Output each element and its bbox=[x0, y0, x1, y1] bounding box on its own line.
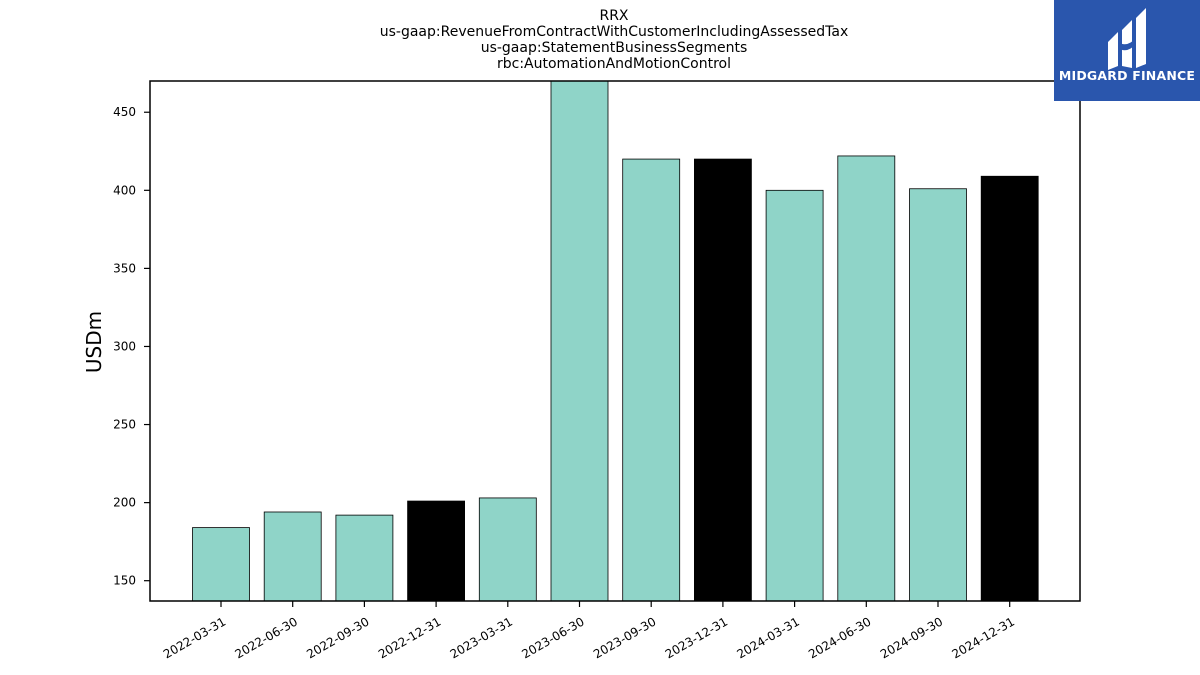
x-axis: 2022-03-31 2022-06-30 2022-09-30 2022-12-31… bbox=[161, 601, 1017, 662]
chart-title-line: us-gaap:RevenueFromContractWithCustomerI… bbox=[380, 24, 849, 40]
midgard-finance-logo: MIDGARD FINANCE bbox=[1054, 0, 1200, 101]
bar bbox=[263, 511, 322, 602]
bar-series bbox=[192, 80, 1039, 602]
x-tick-label: 2024-06-30 bbox=[806, 615, 873, 662]
bar bbox=[478, 497, 537, 602]
logo-mark-icon bbox=[1108, 8, 1146, 70]
bar bbox=[980, 175, 1039, 602]
y-axis: 150 200 250 300 350 400 450 bbox=[113, 105, 150, 588]
logo-text: MIDGARD FINANCE bbox=[1058, 68, 1196, 83]
x-tick-label: 2022-09-30 bbox=[304, 615, 371, 662]
y-tick-label: 350 bbox=[113, 261, 136, 275]
x-tick-label: 2023-09-30 bbox=[591, 615, 658, 662]
bar bbox=[765, 189, 824, 602]
chart-title-line: us-gaap:StatementBusinessSegments bbox=[481, 40, 748, 56]
plot-frame bbox=[149, 80, 1081, 602]
bar bbox=[550, 80, 609, 602]
x-tick-label: 2022-12-31 bbox=[376, 615, 443, 662]
bar bbox=[622, 158, 681, 602]
x-tick-label: 2023-12-31 bbox=[663, 615, 730, 662]
x-tick-label: 2023-06-30 bbox=[519, 615, 586, 662]
bar bbox=[909, 188, 967, 602]
y-tick-label: 150 bbox=[113, 574, 136, 588]
y-tick-label: 450 bbox=[113, 105, 136, 119]
bar bbox=[192, 527, 250, 602]
bar bbox=[837, 155, 896, 602]
x-tick-label: 2024-03-31 bbox=[734, 615, 801, 662]
bar bbox=[694, 158, 752, 602]
x-tick-label: 2024-09-30 bbox=[878, 615, 945, 662]
y-tick-label: 250 bbox=[113, 418, 136, 432]
x-tick-label: 2024-12-31 bbox=[950, 615, 1017, 662]
y-tick-label: 400 bbox=[113, 183, 136, 197]
chart-title: RRXus-gaap:RevenueFromContractWithCustom… bbox=[380, 8, 849, 72]
chart-title-line: rbc:AutomationAndMotionControl bbox=[497, 56, 731, 72]
bar bbox=[335, 514, 394, 602]
x-tick-label: 2022-06-30 bbox=[233, 615, 300, 662]
y-tick-label: 300 bbox=[113, 339, 136, 353]
bar bbox=[407, 500, 466, 602]
x-tick-label: 2023-03-31 bbox=[448, 615, 515, 662]
y-axis-label: USDm bbox=[82, 311, 106, 373]
y-tick-label: 200 bbox=[113, 496, 136, 510]
x-tick-label: 2022-03-31 bbox=[161, 615, 228, 662]
chart-title-line: RRX bbox=[599, 8, 628, 24]
